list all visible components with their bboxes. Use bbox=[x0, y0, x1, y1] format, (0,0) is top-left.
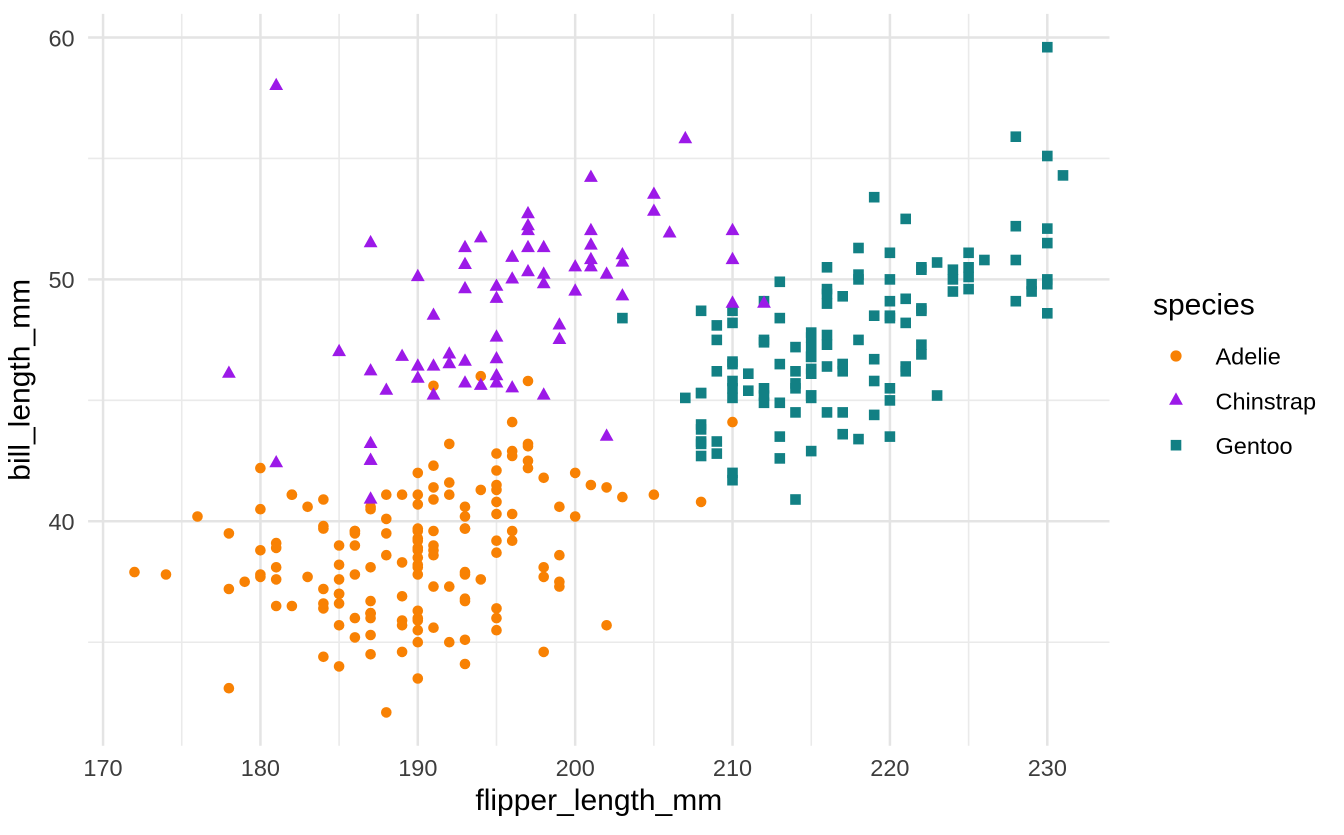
svg-text:bill_length_mm: bill_length_mm bbox=[4, 279, 37, 481]
svg-text:40: 40 bbox=[48, 509, 74, 535]
svg-text:Chinstrap: Chinstrap bbox=[1216, 388, 1317, 414]
svg-text:Adelie: Adelie bbox=[1216, 344, 1281, 370]
svg-text:flipper_length_mm: flipper_length_mm bbox=[475, 784, 722, 817]
svg-text:190: 190 bbox=[398, 755, 437, 781]
svg-text:230: 230 bbox=[1028, 755, 1067, 781]
svg-text:210: 210 bbox=[713, 755, 752, 781]
svg-text:200: 200 bbox=[556, 755, 595, 781]
svg-text:Gentoo: Gentoo bbox=[1216, 433, 1293, 459]
svg-text:species: species bbox=[1153, 289, 1255, 322]
svg-text:170: 170 bbox=[83, 755, 122, 781]
svg-text:180: 180 bbox=[241, 755, 280, 781]
svg-text:50: 50 bbox=[48, 267, 74, 293]
svg-text:220: 220 bbox=[870, 755, 909, 781]
svg-text:60: 60 bbox=[48, 25, 74, 51]
